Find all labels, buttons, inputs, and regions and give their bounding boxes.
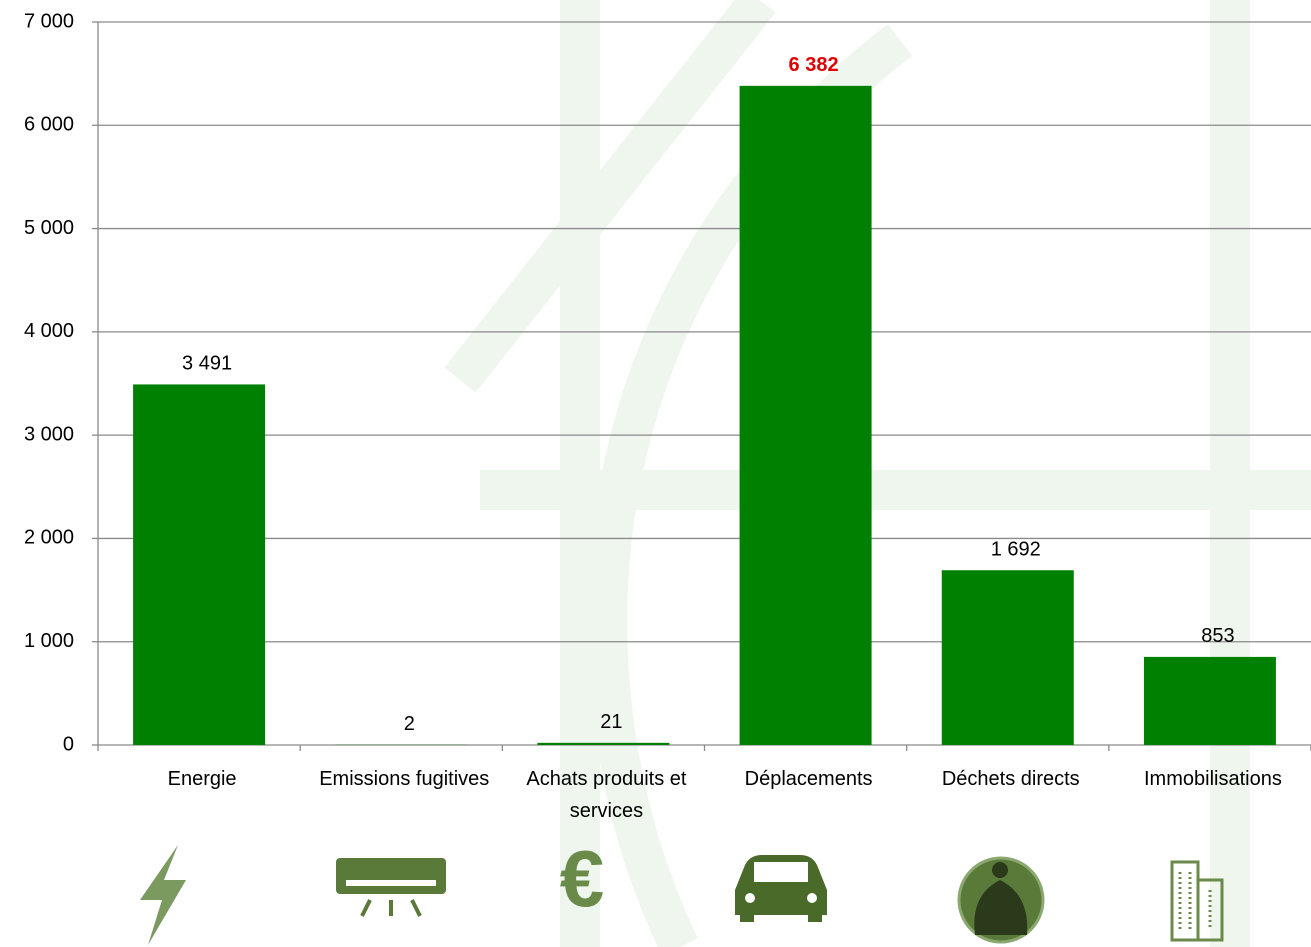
y-tick-label: 4 000 [24, 320, 74, 342]
x-tick-label: Déplacements [745, 768, 873, 790]
bar [739, 85, 872, 746]
bar [133, 384, 266, 745]
icons: € [140, 834, 1224, 945]
value-label: 2 [404, 713, 415, 735]
icon-euro: € [560, 834, 605, 923]
watermark [444, 0, 1311, 947]
y-tick-label: 6 000 [24, 114, 74, 136]
bar [537, 742, 670, 745]
y-tick-label: 3 000 [24, 423, 74, 445]
y-tick-label: 5 000 [24, 217, 74, 239]
x-tick-label: Achats produits et services [526, 768, 687, 822]
y-tick-label: 7 000 [24, 10, 74, 32]
y-tick-label: 1 000 [24, 630, 74, 652]
value-label: 1 692 [991, 539, 1041, 561]
icon-car [735, 855, 827, 922]
x-tick-label: Energie [168, 768, 237, 790]
value-label: 6 382 [789, 54, 839, 76]
bar [941, 570, 1074, 745]
bar [1143, 656, 1276, 745]
value-label: 853 [1201, 625, 1234, 647]
icon-energy [140, 845, 186, 945]
icon-waste [957, 856, 1045, 944]
icon-ac [336, 858, 446, 917]
x-tick-label: Déchets directs [942, 768, 1080, 790]
icon-buildings [1170, 860, 1224, 942]
y-tick-label: 0 [63, 733, 74, 755]
x-tick-label: Emissions fugitives [319, 768, 489, 790]
y-tick-label: 2 000 [24, 527, 74, 549]
value-label: 3 491 [182, 353, 232, 375]
value-label: 21 [600, 711, 622, 733]
x-tick-label: Immobilisations [1144, 768, 1282, 790]
